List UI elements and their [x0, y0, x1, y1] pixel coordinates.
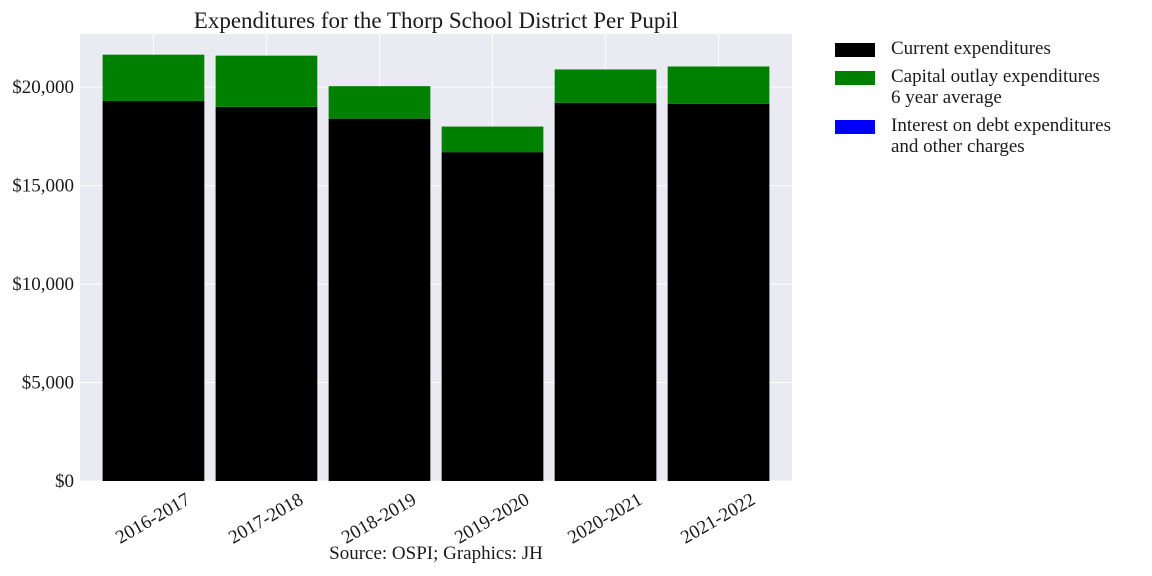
- x-tick-label: 2019-2020: [451, 489, 533, 548]
- legend-swatch-interest-debt: [835, 120, 875, 134]
- chart-title: Expenditures for the Thorp School Distri…: [194, 8, 678, 33]
- legend-swatch-current: [835, 43, 875, 57]
- legend: Current expenditures Capital outlay expe…: [835, 38, 1145, 164]
- x-tick-label: 2020-2021: [564, 489, 646, 548]
- y-tick-label: $10,000: [12, 274, 74, 295]
- legend-swatch-capital-outlay: [835, 71, 875, 85]
- legend-item-capital-outlay: Capital outlay expenditures 6 year avera…: [835, 66, 1145, 108]
- bar-series-1: [441, 126, 544, 153]
- legend-item-interest-debt: Interest on debt expenditures and other …: [835, 115, 1145, 157]
- bar-series-0: [215, 106, 318, 481]
- bar-series-0: [554, 102, 657, 481]
- bar-series-1: [667, 66, 770, 104]
- bar-series-1: [554, 69, 657, 103]
- source-caption: Source: OSPI; Graphics: JH: [329, 543, 543, 564]
- y-axis-ticks: $0 $5,000 $10,000 $15,000 $20,000: [12, 77, 74, 492]
- legend-label-current: Current expenditures: [891, 38, 1051, 59]
- bars: [102, 54, 770, 482]
- legend-item-current: Current expenditures: [835, 38, 1145, 59]
- legend-label-interest-debt: Interest on debt expenditures and other …: [891, 115, 1112, 157]
- bar-series-0: [441, 152, 544, 481]
- bar-series-1: [102, 54, 205, 101]
- x-tick-label: 2021-2022: [677, 489, 759, 548]
- bar-series-1: [328, 86, 431, 119]
- x-tick-label: 2017-2018: [225, 489, 307, 548]
- bar-series-0: [328, 118, 431, 481]
- legend-label-capital-outlay: Capital outlay expenditures 6 year avera…: [891, 66, 1100, 108]
- y-tick-label: $5,000: [22, 373, 74, 394]
- x-tick-label: 2016-2017: [112, 489, 194, 548]
- y-tick-label: $15,000: [12, 176, 74, 197]
- bar-series-0: [102, 100, 205, 481]
- y-tick-label: $0: [55, 471, 74, 492]
- y-tick-label: $20,000: [12, 77, 74, 98]
- bar-series-1: [215, 55, 318, 107]
- x-tick-label: 2018-2019: [338, 489, 420, 548]
- x-axis-ticks: 2016-2017 2017-2018 2018-2019 2019-2020 2020…: [112, 489, 759, 548]
- bar-series-0: [667, 103, 770, 482]
